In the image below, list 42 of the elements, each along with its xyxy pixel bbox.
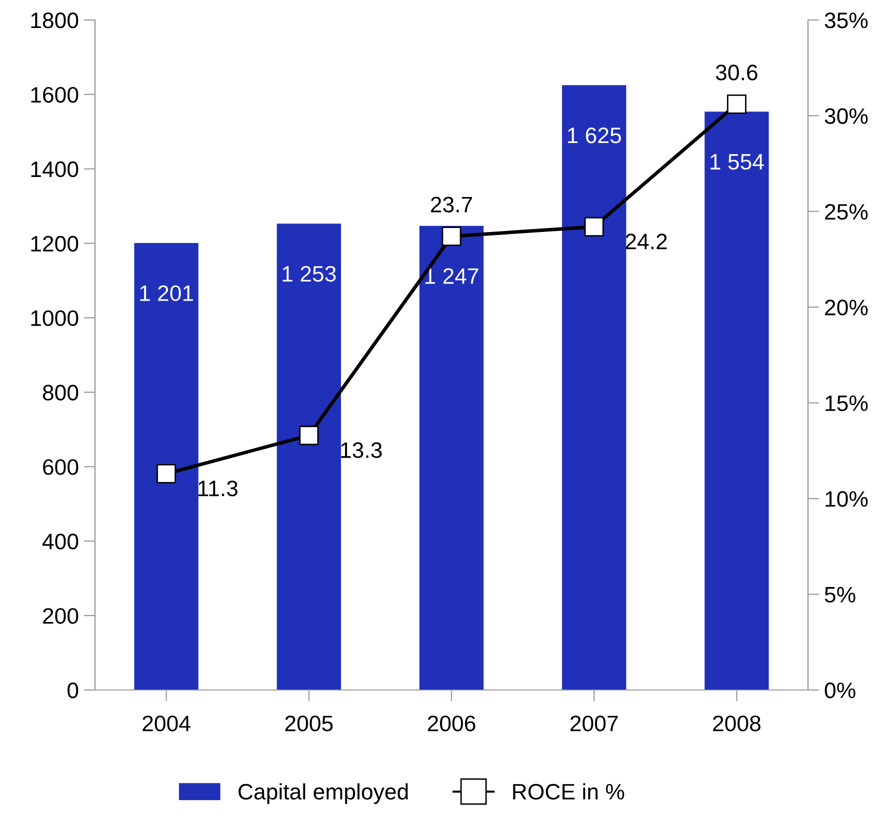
y2-tick-label: 0% (824, 682, 856, 698)
point (156, 464, 176, 484)
y-tick-label: 800 (42, 384, 78, 400)
data-label: 1 554 (710, 154, 764, 170)
y2-tick-label: 15% (826, 395, 868, 412)
y-tick-label: 1200 (31, 236, 78, 252)
bar (419, 226, 484, 690)
x-tick-label: 2006 (428, 716, 476, 732)
y-tick-label: 200 (43, 608, 78, 624)
point (584, 217, 604, 236)
data-label: 23.7 (430, 196, 472, 212)
y-tick-label: 0 (68, 682, 78, 698)
legend-label: Capital employed (238, 783, 408, 804)
bar (562, 85, 626, 690)
y2-tick-label: 30% (824, 108, 868, 124)
y-tick-label: 1600 (31, 86, 78, 103)
data-label: 13.3 (341, 442, 382, 458)
y2-tick-label: 5% (824, 586, 856, 603)
point (299, 426, 319, 446)
legend-label: ROCE in % (513, 783, 624, 800)
bar (134, 242, 198, 690)
y2-tick-label: 10% (826, 491, 868, 507)
y-tick-label: 400 (42, 534, 78, 550)
x-tick-label: 2005 (285, 716, 333, 732)
data-label: 11.3 (198, 480, 238, 496)
y-tick-label: 1800 (31, 12, 78, 28)
y-tick-label: 1400 (31, 161, 78, 178)
y2-tick-label: 25% (825, 204, 868, 220)
x-tick-label: 2008 (713, 716, 760, 732)
data-label: 1 625 (568, 128, 621, 144)
y-tick-label: 1000 (31, 310, 78, 326)
y-tick-label: 600 (43, 459, 78, 475)
y2-tick-label: 35% (824, 12, 868, 28)
data-label: 1 201 (140, 285, 194, 302)
data-label: 30.6 (716, 64, 758, 80)
y2-tick-label: 20% (825, 300, 868, 316)
data-label: 1 253 (282, 266, 336, 282)
x-tick-label: 2007 (570, 716, 618, 732)
x-tick-label: 2004 (142, 716, 190, 732)
bar (704, 112, 769, 690)
bar (276, 224, 341, 690)
point (442, 226, 462, 246)
